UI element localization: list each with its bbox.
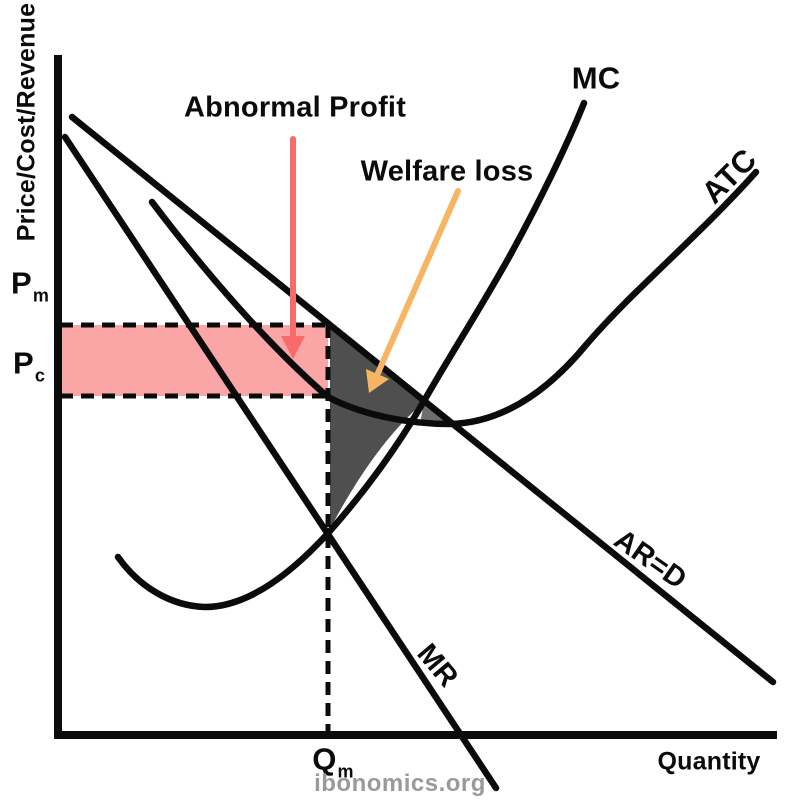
qm-tick-main: Q [312,741,337,777]
y-axis-title: Price/Cost/Revenue [12,2,41,242]
abnormal-profit-label: Abnormal Profit [183,91,407,124]
welfare-loss-area-sliver [420,402,447,424]
welfare-loss-arrow-head-icon [366,369,389,393]
pc-tick-label: Pc [12,345,45,385]
atc-curve [148,168,760,428]
pc-tick-main: P [12,345,34,381]
mc-curve [114,99,588,611]
qm-tick-label: Qm [312,741,354,781]
qm-tick-sub: m [337,761,354,782]
welfare-loss-label: Welfare loss [360,155,534,188]
abnormal-profit-arrow-head-icon [281,336,305,359]
pm-tick-sub: m [32,285,50,306]
pm-tick-label: Pm [10,265,49,305]
welfare-loss-arrow-shaft [375,188,461,376]
pc-tick-sub: c [34,365,46,386]
welfare-loss-area [330,327,424,529]
mr-curve [61,133,500,792]
watermark-text: ibonomics.org [314,770,486,797]
x-axis-title: Quantity [657,747,761,776]
mc-curve-label: MC [571,60,621,96]
pm-tick-main: P [10,265,32,301]
